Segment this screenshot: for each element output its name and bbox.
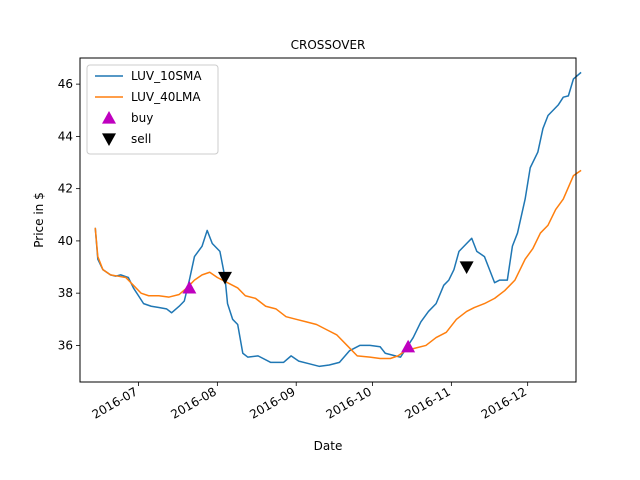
legend-item-sell: sell — [102, 132, 151, 146]
sell-marker-2 — [459, 261, 474, 275]
legend-label-luv-40lma: LUV_40LMA — [131, 90, 201, 104]
x-axis-label: Date — [314, 439, 343, 453]
legend-swatch-buy — [102, 111, 116, 124]
axes-frame — [79, 57, 577, 383]
y-tick-label-38: 38 — [58, 286, 73, 300]
buy-marker-1 — [182, 280, 197, 294]
y-tick-label-40: 40 — [58, 234, 73, 248]
legend-label-sell: sell — [131, 132, 151, 146]
y-tick-label-42: 42 — [58, 182, 73, 196]
y-tick-label-36: 36 — [58, 338, 73, 352]
legend-label-buy: buy — [131, 111, 153, 125]
legend-label-luv-10sma: LUV_10SMA — [131, 69, 202, 83]
series-line-luv-10sma — [94, 71, 582, 368]
y-tick-label-46: 46 — [58, 77, 73, 91]
legend-item-luv-40lma: LUV_40LMA — [95, 90, 201, 104]
y-tick-label-44: 44 — [58, 129, 73, 143]
legend-box — [86, 64, 219, 155]
legend-item-luv-10sma: LUV_10SMA — [95, 69, 202, 83]
legend-item-buy: buy — [102, 111, 153, 125]
legend-swatch-sell — [102, 133, 116, 146]
buy-marker-2 — [401, 339, 416, 353]
series-line-luv-40lma — [94, 169, 582, 360]
y-axis-label: Price in $ — [32, 192, 46, 247]
y-axis-ticks: 36 38 40 42 44 46 — [58, 77, 80, 352]
marker-layer — [182, 261, 474, 353]
series-layer — [94, 71, 582, 368]
chart-title: CROSSOVER — [291, 38, 366, 52]
sell-marker-1 — [217, 271, 232, 285]
